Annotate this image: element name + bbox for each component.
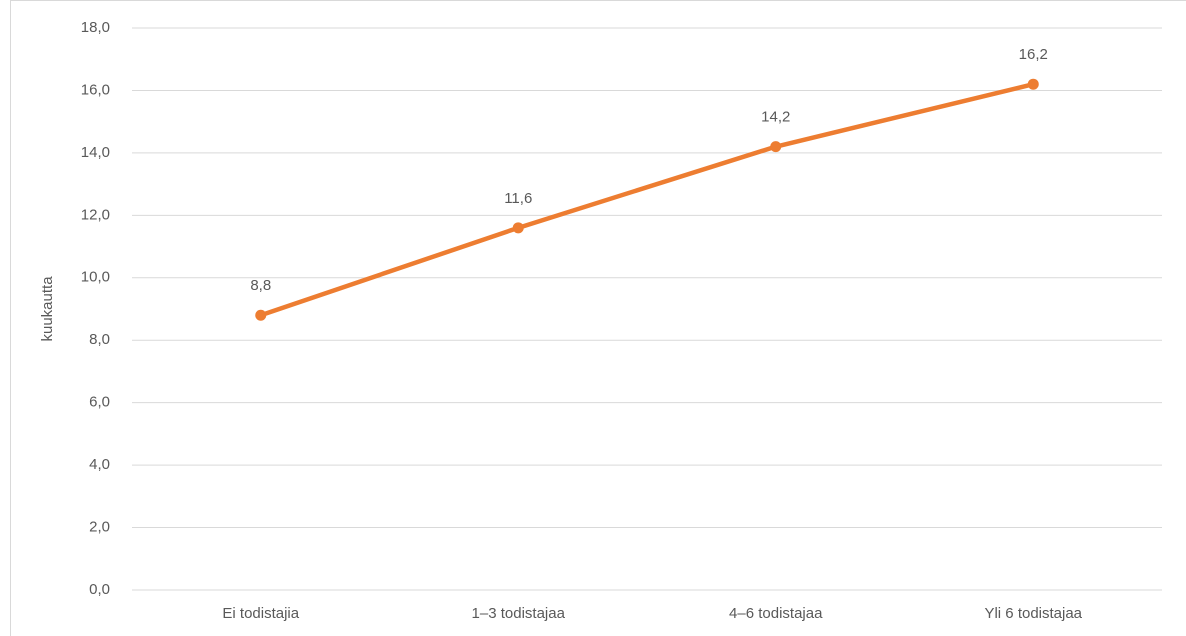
data-label: 16,2 [1019,46,1048,63]
chart-border [10,0,1186,636]
x-tick-label: 1–3 todistajaa [472,605,566,622]
data-label: 14,2 [761,109,790,126]
y-tick-label: 10,0 [81,269,110,286]
marker [255,309,267,321]
line [260,82,1034,318]
y-axis-label: kuukautta [39,276,56,342]
y-tick-label: 2,0 [89,519,110,536]
marker [512,222,524,234]
y-tick-label: 8,0 [89,331,110,348]
y-tick-label: 16,0 [81,81,110,98]
marker [770,141,782,153]
x-tick-label: 4–6 todistajaa [729,605,823,622]
y-tick-label: 4,0 [89,456,110,473]
data-label: 8,8 [250,277,271,294]
y-tick-label: 12,0 [81,206,110,223]
y-tick-label: 14,0 [81,144,110,161]
data-label: 11,6 [504,190,532,207]
y-tick-label: 6,0 [89,394,110,411]
y-tick-label: 0,0 [89,581,110,598]
x-tick-label: Yli 6 todistajaa [984,605,1082,622]
y-tick-label: 18,0 [81,19,110,36]
x-tick-label: Ei todistajia [222,605,299,622]
marker [1027,78,1039,90]
